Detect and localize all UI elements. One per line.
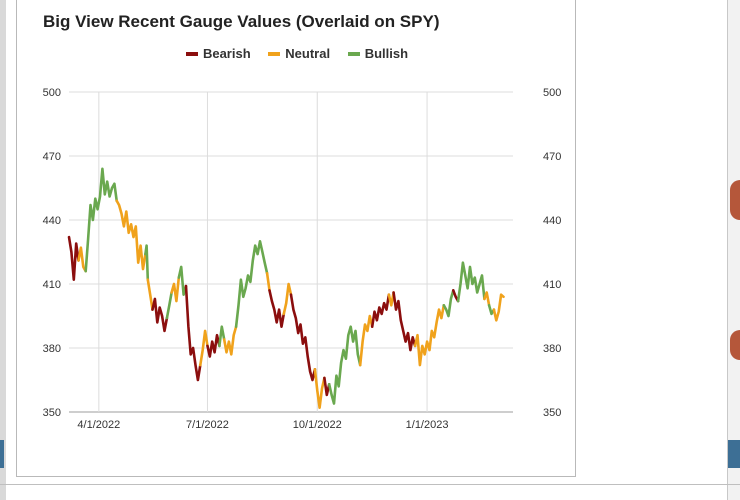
background-right-shape-lower bbox=[730, 330, 740, 360]
series-segment-neutral bbox=[170, 276, 181, 303]
series-segment-bearish bbox=[184, 284, 202, 382]
background-right-strip bbox=[728, 440, 740, 468]
series-segment-bullish bbox=[456, 261, 486, 303]
series-segment-neutral bbox=[282, 282, 293, 316]
y-tick-label: 470 bbox=[43, 151, 61, 163]
series-segment-neutral bbox=[313, 367, 326, 410]
series-segment-bearish bbox=[268, 289, 286, 329]
legend-swatch-bearish bbox=[185, 51, 198, 56]
gridlines bbox=[69, 91, 513, 413]
series-segment-neutral bbox=[265, 271, 271, 292]
series-segment-bearish bbox=[206, 333, 221, 358]
series-segment-bullish bbox=[218, 325, 226, 348]
x-tick-label: 1/1/2023 bbox=[406, 419, 449, 431]
series-segment-bullish bbox=[165, 291, 173, 320]
series-segment-neutral bbox=[115, 199, 147, 271]
y-tick-label: 500 bbox=[43, 87, 61, 99]
y-tick-label-right: 500 bbox=[543, 87, 561, 99]
x-tick-label: 10/1/2022 bbox=[293, 419, 342, 431]
y-tick-label-right: 380 bbox=[543, 343, 561, 355]
background-left-panel bbox=[0, 0, 6, 500]
series-segment-neutral bbox=[146, 278, 154, 311]
series-lines bbox=[67, 167, 505, 410]
legend-swatch-neutral bbox=[268, 51, 281, 56]
legend-label-bullish: Bullish bbox=[364, 46, 409, 61]
chart-card: Big View Recent Gauge Values (Overlaid o… bbox=[16, 0, 576, 477]
series-segment-bullish bbox=[84, 167, 118, 273]
y-tick-label-right: 350 bbox=[543, 407, 561, 419]
chart-plot: 350 350 380 380 410 410 440 440 470 470 500 500 4/1/… bbox=[43, 87, 562, 431]
series-segment-neutral bbox=[199, 329, 209, 367]
y-tick-label: 350 bbox=[43, 407, 61, 419]
series-segment-neutral bbox=[413, 303, 446, 367]
series-segment-bullish bbox=[234, 240, 269, 329]
legend-item-bearish: Bearish bbox=[185, 46, 251, 61]
series-segment-bearish bbox=[289, 293, 317, 382]
x-tick-label: 4/1/2022 bbox=[77, 419, 120, 431]
series-segment-neutral bbox=[358, 314, 374, 367]
series-segment-bearish bbox=[370, 293, 391, 329]
background-right-panel bbox=[727, 0, 740, 500]
y-tick-label-right: 470 bbox=[543, 151, 561, 163]
legend-item-bullish: Bullish bbox=[347, 46, 409, 61]
chart-title: Big View Recent Gauge Values (Overlaid o… bbox=[43, 12, 440, 31]
series-segment-bearish bbox=[67, 235, 80, 282]
axis-labels: 350 350 380 380 410 410 440 440 470 470 500 500 4/1/… bbox=[43, 87, 562, 431]
series-segment-bearish bbox=[151, 297, 169, 333]
series-segment-neutral bbox=[77, 246, 87, 273]
y-tick-label: 380 bbox=[43, 343, 61, 355]
series-segment-bullish bbox=[327, 325, 362, 405]
legend-swatch-bullish bbox=[347, 51, 360, 56]
series-segment-neutral bbox=[387, 291, 395, 307]
series-segment-bullish bbox=[442, 289, 455, 318]
legend-label-bearish: Bearish bbox=[202, 46, 251, 61]
legend-item-neutral: Neutral bbox=[268, 46, 330, 61]
y-tick-label: 410 bbox=[43, 279, 61, 291]
series-segment-neutral bbox=[483, 291, 491, 307]
series-segment-neutral bbox=[492, 293, 505, 322]
series-segment-bearish bbox=[392, 291, 417, 352]
series-segment-neutral bbox=[222, 325, 238, 356]
chart-legend: Bearish Neutral Bullish bbox=[17, 46, 577, 61]
series-segment-bullish bbox=[144, 244, 150, 282]
y-tick-label-right: 410 bbox=[543, 279, 561, 291]
background-right-shape bbox=[730, 180, 740, 220]
y-tick-label: 440 bbox=[43, 215, 61, 227]
background-left-strip bbox=[0, 440, 4, 468]
legend-label-neutral: Neutral bbox=[285, 46, 331, 61]
series-segment-bearish bbox=[323, 376, 331, 397]
page-divider bbox=[0, 484, 740, 485]
y-tick-label-right: 440 bbox=[543, 215, 561, 227]
series-segment-bullish bbox=[177, 265, 188, 297]
x-tick-label: 7/1/2022 bbox=[186, 419, 229, 431]
